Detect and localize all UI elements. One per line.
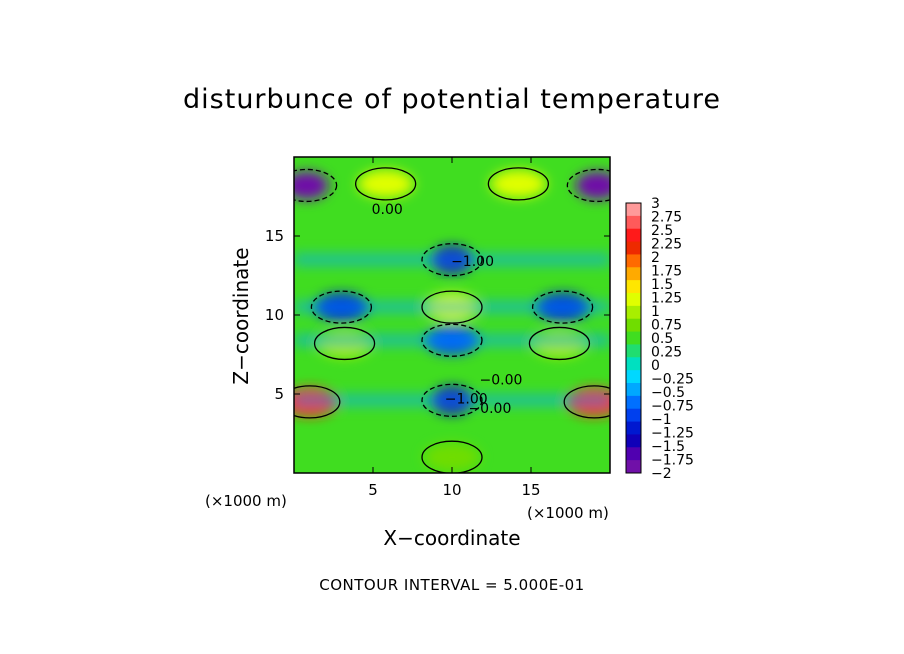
colorbar-swatch	[626, 241, 641, 255]
field-feature	[357, 169, 414, 198]
field-feature	[575, 171, 610, 200]
contour-line	[294, 168, 338, 203]
colorbar-swatch	[626, 228, 641, 243]
colorbar-swatch	[626, 344, 641, 358]
colorbar-frame	[625, 202, 642, 474]
colorbar-swatch	[626, 383, 641, 397]
colorbar-label: 0.75	[651, 318, 682, 334]
y-tick-label: 15	[265, 227, 284, 245]
colorbar-label: 2.75	[651, 210, 682, 226]
contour-line	[421, 243, 483, 277]
colorbar-label: 1.75	[651, 264, 682, 280]
contour-labels: 0.00−1.00−0.00−1.00−0.00	[372, 202, 523, 417]
contour-label: 0.00	[372, 202, 403, 218]
contour-line	[313, 326, 376, 361]
contour-label: −1.00	[445, 391, 488, 407]
contour-line	[421, 323, 483, 357]
x-tick-label: 10	[442, 481, 461, 499]
field-features	[294, 169, 610, 472]
y-tick-label: 5	[274, 385, 284, 403]
colorbar-swatch	[626, 267, 641, 281]
colorbar-label: −1.5	[651, 439, 685, 455]
colorbar-label: −1.75	[651, 453, 694, 469]
colorbar-label: 2.25	[651, 237, 682, 253]
colorbar-label: 1.5	[651, 277, 673, 293]
colorbar-swatch	[626, 280, 641, 294]
field-feature	[490, 169, 547, 198]
field-feature	[294, 171, 329, 200]
colorbar-label: −1	[651, 412, 672, 428]
colorbar-label: 0	[651, 358, 660, 374]
colorbar: 32.752.52.2521.751.51.2510.750.50.250−0.…	[625, 196, 694, 482]
heatmap-field	[294, 157, 610, 473]
contour-line	[421, 383, 483, 417]
colorbar-swatch	[626, 215, 641, 230]
field-band	[294, 301, 610, 314]
colorbar-swatch	[626, 254, 641, 268]
contour-line	[310, 290, 373, 324]
chart-title: disturbunce of potential temperature	[183, 84, 721, 115]
colorbar-swatch	[626, 370, 641, 384]
field-band	[294, 334, 610, 347]
colorbar-swatch	[626, 318, 641, 333]
x-axis-label: X−coordinate	[383, 526, 521, 550]
colorbar-label: −0.25	[651, 372, 694, 388]
colorbar-swatch	[626, 305, 641, 320]
colorbar-label: −0.5	[651, 385, 685, 401]
contour-line	[421, 440, 483, 473]
contour-line	[563, 385, 610, 419]
colorbar-label: 0.25	[651, 345, 682, 361]
contour-line	[421, 290, 483, 324]
field-feature	[424, 443, 480, 472]
colorbar-label: 1	[651, 304, 660, 320]
y-tick-label: 10	[265, 306, 284, 324]
colorbar-label: −2	[651, 466, 672, 482]
colorbar-swatch	[626, 357, 641, 371]
contour-line	[487, 167, 550, 201]
x-tick-label: 5	[368, 481, 378, 499]
colorbar-label: −0.75	[651, 399, 694, 415]
contour-line	[294, 385, 341, 419]
colorbar-label: 2	[651, 250, 660, 266]
contour-interval-text: CONTOUR INTERVAL = 5.000E-01	[319, 576, 585, 594]
contour-label: −0.00	[480, 373, 523, 389]
colorbar-swatch	[626, 293, 641, 307]
colorbar-swatch	[626, 408, 641, 423]
colorbar-label: 1.25	[651, 291, 682, 307]
contour-line	[566, 168, 610, 203]
contour-label: −1.00	[451, 254, 494, 270]
colorbar-swatch	[626, 203, 641, 217]
colorbar-swatch	[626, 460, 641, 474]
field-band	[294, 394, 610, 407]
contour-label: −0.00	[468, 401, 511, 417]
x-tick-label: 15	[521, 481, 540, 499]
contour-line	[531, 290, 594, 324]
x-unit-label-right: (×1000 m)	[527, 504, 609, 522]
colorbar-swatch	[626, 421, 641, 435]
field-band	[294, 253, 610, 266]
contour-lines	[294, 167, 610, 473]
colorbar-label: 0.5	[651, 331, 673, 347]
axis-ticks: 5 10 15 5 10 15	[265, 157, 610, 499]
colorbar-swatch	[626, 331, 641, 345]
x-unit-label-left: (×1000 m)	[205, 492, 287, 510]
contour-line	[528, 326, 591, 361]
colorbar-swatch	[626, 434, 641, 448]
colorbar-label: 3	[651, 196, 660, 212]
colorbar-swatch	[626, 395, 641, 410]
colorbar-label: 2.5	[651, 223, 673, 239]
colorbar-swatch	[626, 447, 641, 461]
contour-line	[354, 167, 417, 201]
y-axis-label: Z−coordinate	[229, 247, 253, 385]
colorbar-label: −1.25	[651, 426, 694, 442]
